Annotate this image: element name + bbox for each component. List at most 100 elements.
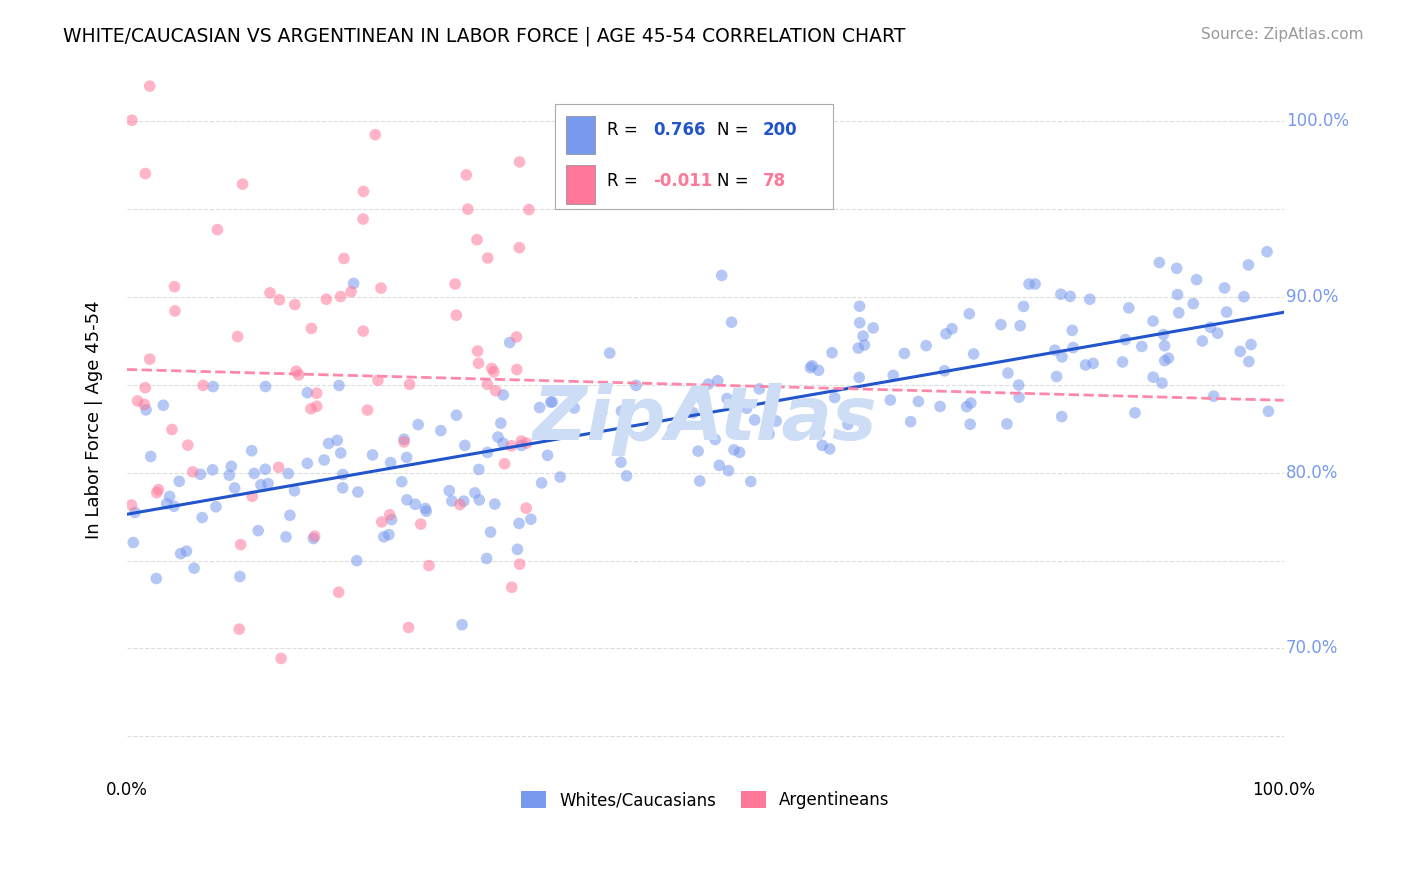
Point: [1050, 409, 1073, 424]
Point: [957, 307, 980, 321]
Point: [536, 448, 558, 462]
Point: [332, 481, 354, 495]
Point: [477, 445, 499, 459]
Point: [177, 438, 200, 452]
Point: [1010, 318, 1032, 333]
Point: [457, 202, 479, 217]
Point: [934, 364, 956, 378]
Point: [811, 438, 834, 452]
Point: [735, 401, 758, 416]
Point: [409, 517, 432, 532]
Point: [1153, 339, 1175, 353]
Point: [361, 448, 384, 462]
Point: [907, 394, 929, 409]
Point: [758, 426, 780, 441]
Point: [121, 498, 143, 512]
Point: [378, 508, 401, 522]
Point: [990, 318, 1012, 332]
Point: [516, 436, 538, 450]
Point: [277, 467, 299, 481]
Point: [468, 462, 491, 476]
Point: [479, 525, 502, 540]
Point: [467, 356, 489, 370]
Point: [1150, 376, 1173, 390]
Text: 70.0%: 70.0%: [1286, 640, 1339, 657]
Point: [1045, 369, 1067, 384]
Point: [807, 363, 830, 377]
Point: [1024, 277, 1046, 291]
Point: [748, 382, 770, 396]
Point: [395, 492, 418, 507]
Point: [1166, 261, 1188, 276]
Point: [278, 508, 301, 523]
Point: [451, 617, 474, 632]
Point: [643, 418, 665, 433]
Point: [1233, 290, 1256, 304]
Point: [956, 400, 979, 414]
Point: [562, 401, 585, 415]
Point: [224, 481, 246, 495]
Point: [706, 374, 728, 388]
Point: [1152, 327, 1174, 342]
Point: [145, 572, 167, 586]
Point: [287, 368, 309, 382]
Point: [610, 455, 633, 469]
Point: [449, 498, 471, 512]
Point: [941, 322, 963, 336]
Point: [591, 406, 613, 420]
Point: [201, 463, 224, 477]
Point: [520, 512, 543, 526]
Point: [824, 391, 846, 405]
Point: [494, 457, 516, 471]
Point: [134, 167, 156, 181]
Point: [720, 315, 742, 329]
Point: [508, 241, 530, 255]
Point: [489, 416, 512, 430]
Point: [529, 401, 551, 415]
Point: [509, 155, 531, 169]
Point: [439, 483, 461, 498]
Point: [498, 335, 520, 350]
Point: [299, 401, 322, 416]
Point: [134, 397, 156, 411]
Point: [1012, 300, 1035, 314]
Point: [228, 622, 250, 636]
Point: [380, 513, 402, 527]
Point: [299, 321, 322, 335]
Text: -0.011: -0.011: [654, 171, 713, 190]
Point: [690, 392, 713, 406]
Text: 80.0%: 80.0%: [1286, 464, 1339, 482]
Point: [1062, 341, 1084, 355]
Point: [486, 430, 509, 444]
Point: [156, 497, 179, 511]
Point: [505, 330, 527, 344]
Point: [1008, 390, 1031, 404]
Point: [1213, 281, 1236, 295]
Point: [226, 329, 249, 343]
Point: [314, 453, 336, 467]
Point: [127, 394, 149, 409]
Point: [415, 504, 437, 518]
Point: [900, 415, 922, 429]
Point: [250, 477, 273, 491]
Point: [267, 460, 290, 475]
Text: 0.766: 0.766: [654, 121, 706, 139]
Point: [247, 524, 270, 538]
Text: ZipAtlas: ZipAtlas: [533, 384, 877, 457]
Point: [1050, 287, 1073, 301]
Point: [370, 515, 392, 529]
Point: [340, 285, 363, 299]
Point: [284, 297, 307, 311]
Point: [378, 527, 401, 541]
Point: [269, 293, 291, 307]
Point: [356, 403, 378, 417]
Text: 200: 200: [763, 121, 797, 139]
Point: [716, 392, 738, 406]
Point: [160, 423, 183, 437]
Point: [270, 651, 292, 665]
Point: [406, 417, 429, 432]
Point: [728, 445, 751, 459]
Point: [446, 409, 468, 423]
Point: [959, 417, 981, 432]
Point: [540, 395, 562, 409]
